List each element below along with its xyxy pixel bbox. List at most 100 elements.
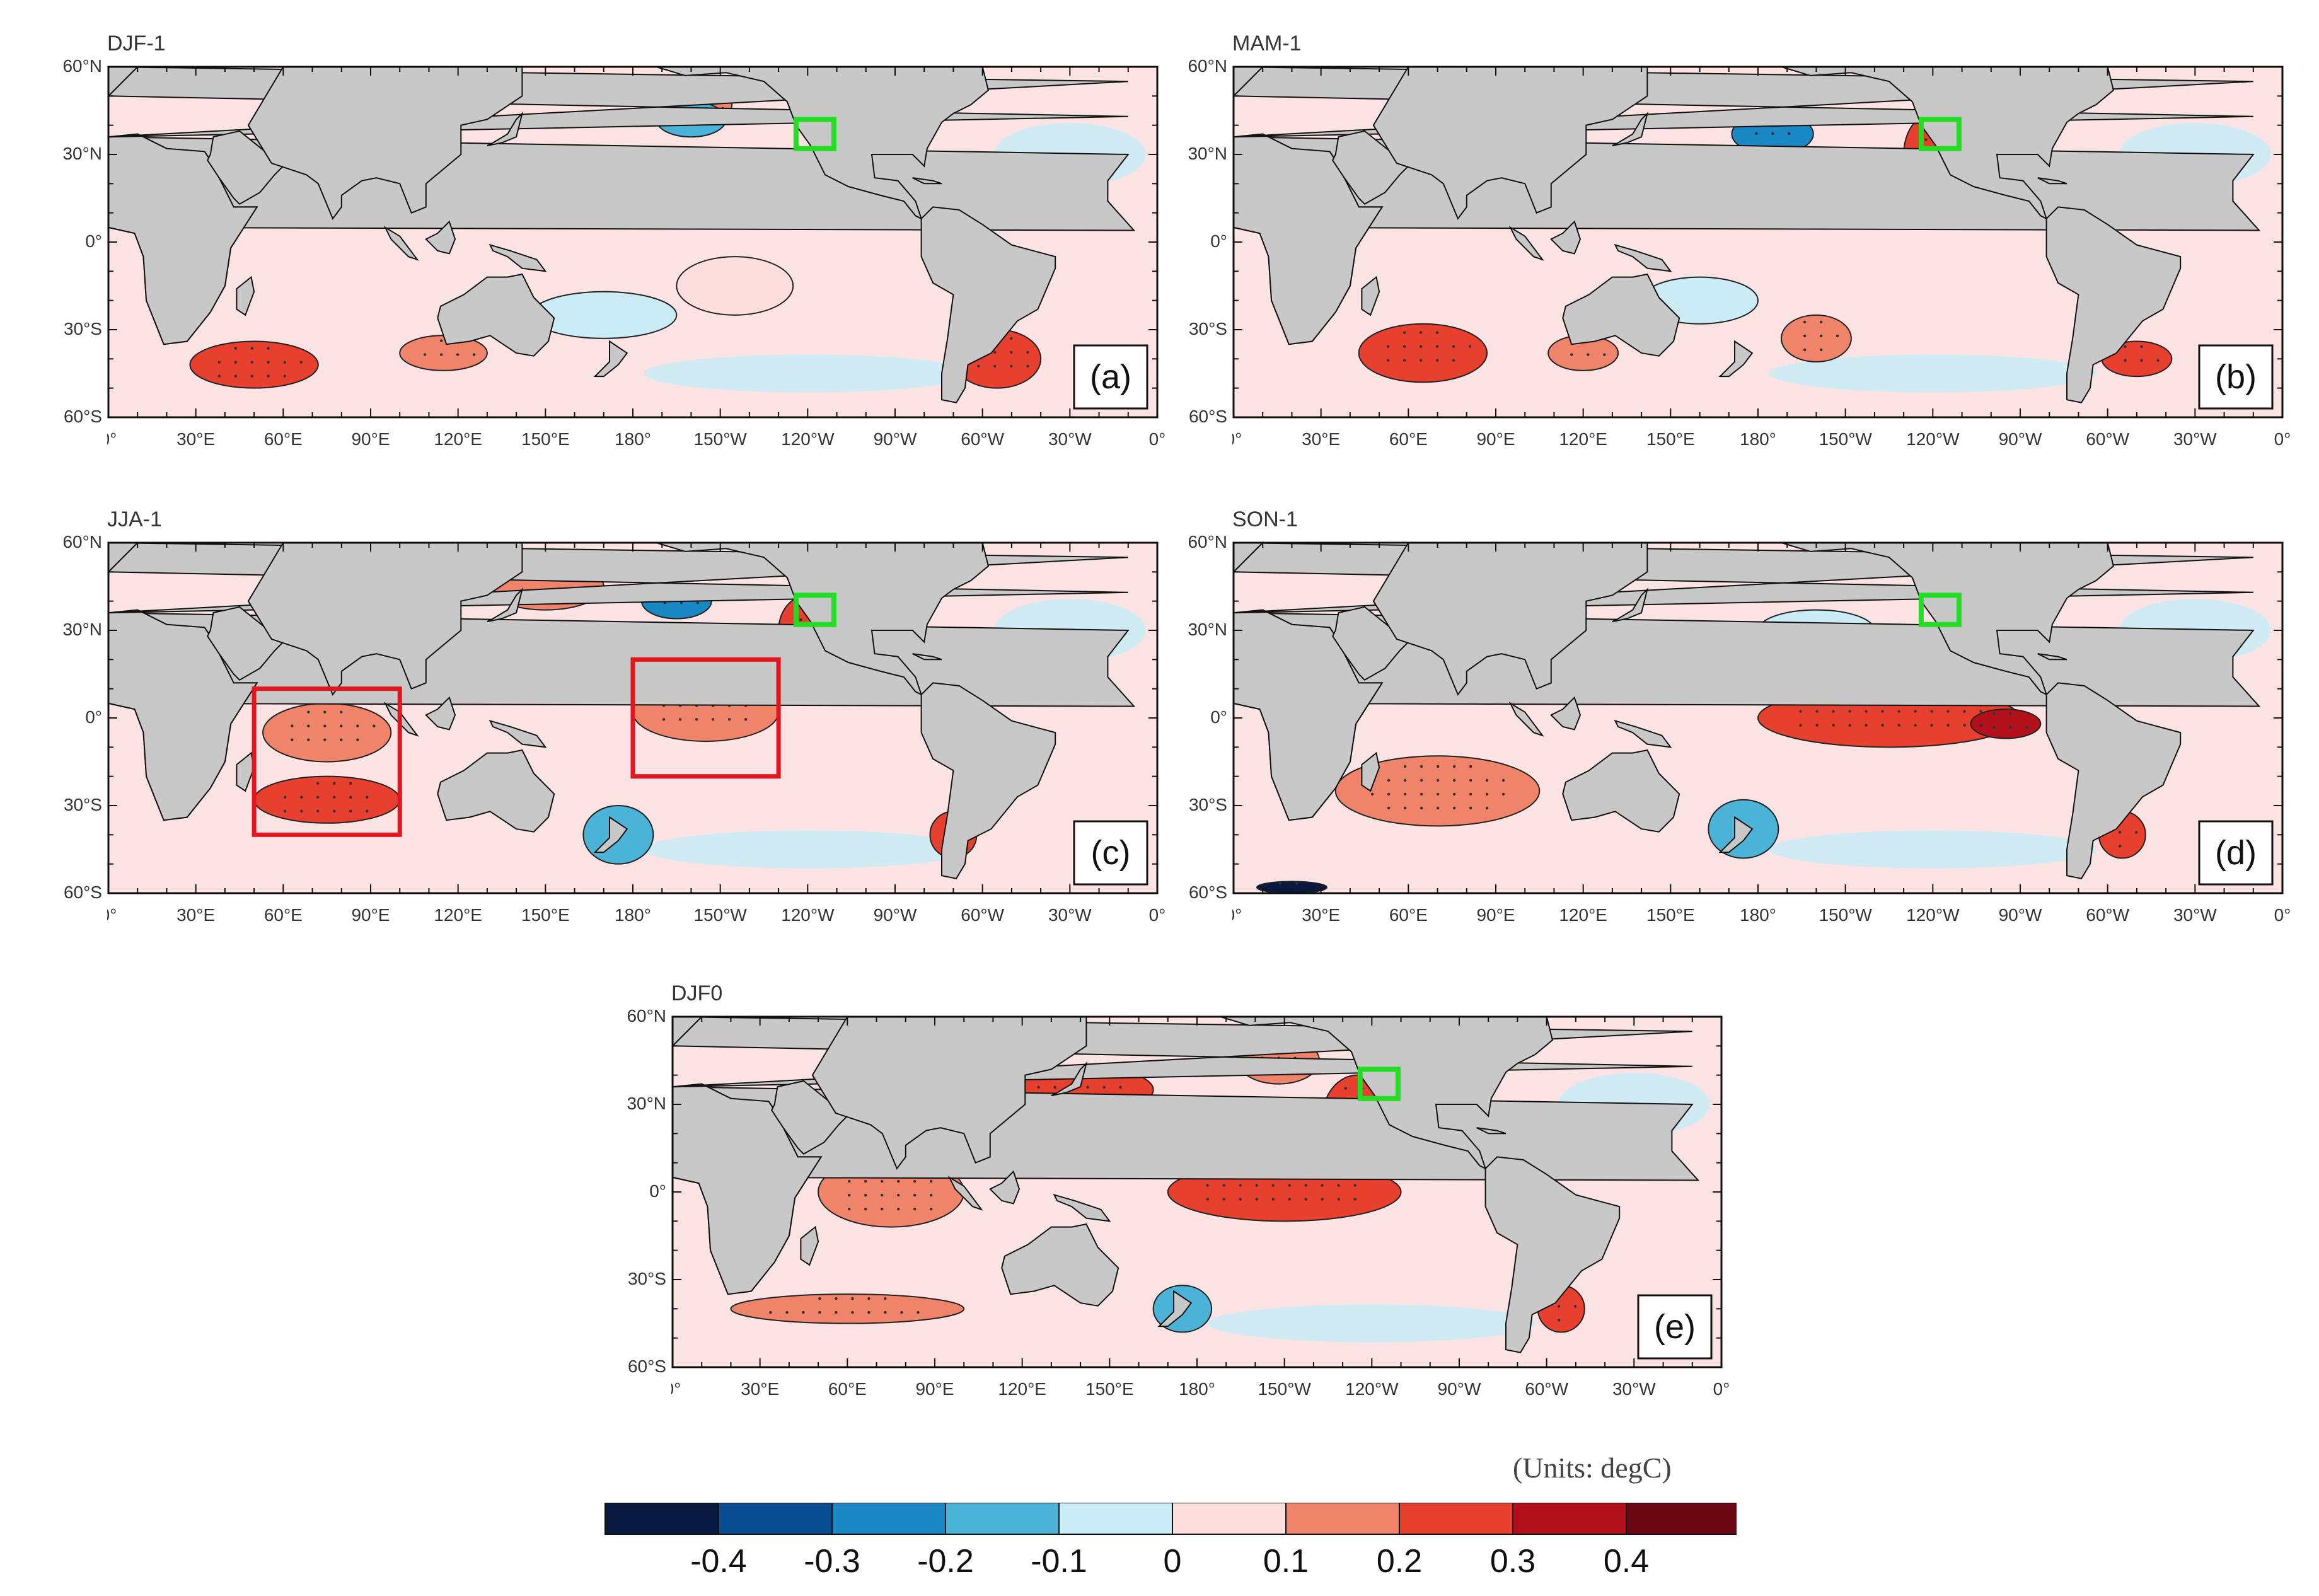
stipple-dot (284, 809, 287, 812)
stipple-dot (977, 364, 980, 368)
lon-tick-label: 0° (107, 905, 117, 925)
colorbar-swatch (1512, 1503, 1627, 1535)
lon-tick-label: 90°W (874, 905, 917, 925)
stipple-dot (1946, 724, 1950, 727)
land-cuba-caribbean (2037, 653, 2067, 661)
green-box (1357, 1067, 1401, 1101)
stipple-dot (881, 1207, 884, 1211)
land-africa-wrap (108, 133, 258, 345)
lon-tick-label: 150°W (693, 429, 747, 449)
panel-title: DJF-1 (107, 32, 166, 55)
stipple-dot (1402, 331, 1406, 334)
stipple-dot (1321, 1198, 1324, 1201)
map-plot: 0° 30°E 60°E 90°E 120°E 150°E 180° 150°W 120°W 90… (1232, 541, 2291, 925)
stipple-dot (1930, 724, 1933, 727)
stipple-dot (323, 724, 327, 727)
stipple-dot (897, 1193, 900, 1197)
stipple-dot (1344, 1087, 1348, 1090)
stipple-dot (1452, 806, 1456, 810)
stipple-dot (897, 1207, 900, 1211)
land-north-america (656, 67, 990, 220)
colorbar-tick-label: 0.1 (1263, 1543, 1309, 1578)
stipple-dot (1992, 726, 1996, 729)
land-cuba-caribbean (912, 653, 942, 661)
stipple-dot (1321, 1184, 1324, 1187)
land-australia (437, 273, 555, 357)
stipple-dot (1295, 882, 1298, 885)
stipple-dot (1469, 778, 1472, 782)
stipple-dot (864, 1179, 867, 1183)
lat-tick-label: 60°N (627, 1006, 666, 1026)
colorbar: -0.4 -0.3 -0.2 -0.1 0 0.1 0.2 0.3 0.4 (604, 1503, 1737, 1578)
land-japan (1612, 587, 1649, 623)
map-plot: 0° 30°E 60°E 90°E 120°E 150°E 180° 150°W 120°W 90… (107, 541, 1165, 925)
lon-tick-label: 120°W (781, 429, 835, 449)
land-japan (487, 111, 524, 147)
stipple-dot (2124, 359, 2127, 362)
stipple-dot (1914, 710, 1917, 713)
stipple-dot (864, 1207, 867, 1211)
red-box (630, 657, 781, 779)
land-north-america (1220, 1017, 1554, 1170)
stipple-dot (2118, 831, 2122, 834)
lon-tick-label: 90°E (1476, 429, 1515, 449)
stipple-dot (1387, 778, 1391, 782)
stipple-dot (1370, 792, 1374, 796)
stipple-dot (267, 374, 270, 378)
lon-tick-label: 30°E (741, 1379, 779, 1399)
lon-tick-label: 0° (1232, 905, 1242, 925)
stipple-dot (1010, 337, 1013, 340)
anomaly-region (1358, 323, 1488, 383)
land-australia (1562, 273, 1680, 357)
land-india (1372, 67, 1648, 220)
colorbar-swatch (1626, 1503, 1737, 1535)
stipple-dot (1848, 724, 1851, 727)
stipple-dot (1452, 345, 1455, 348)
cool-band (644, 354, 972, 393)
lat-tick-label: 0° (85, 707, 102, 727)
stipple-dot (2025, 726, 2028, 729)
panel-label-box (1073, 344, 1148, 410)
stipple-dot (1848, 710, 1851, 713)
stipple-dot (250, 374, 253, 378)
cool-band (644, 830, 972, 869)
anomaly-region (399, 335, 488, 371)
stipple-dot (1469, 765, 1472, 768)
lat-tick-label: 30°N (627, 1094, 666, 1113)
land-japan (1612, 111, 1649, 147)
lat-tick-label: 0° (1210, 707, 1227, 727)
stipple-dot (1557, 1319, 1561, 1322)
stipple-dot (930, 1207, 933, 1211)
anomaly-region (1334, 755, 1541, 827)
land-south-america (2045, 682, 2182, 879)
land-borneo (425, 220, 456, 255)
stipple-dot (1452, 778, 1456, 782)
land-europe-asia-wrap (1234, 543, 1759, 613)
stipple-dot (267, 347, 270, 350)
lon-tick-label: 120°W (1906, 905, 1960, 925)
panel-label-box (1073, 820, 1148, 886)
map-area (108, 67, 1157, 417)
lat-tick-label: 60°N (1188, 56, 1227, 76)
tick-marks (1233, 66, 2283, 418)
land-middle-east-india (1332, 130, 1409, 205)
stipple-dot (1771, 132, 1774, 136)
stipple-dot (678, 718, 682, 721)
stipple-dot (881, 1193, 884, 1197)
stipple-dot (1026, 364, 1029, 368)
stipple-dot (930, 1193, 933, 1197)
lon-tick-label: 0° (1232, 429, 1242, 449)
stipple-dot (1419, 359, 1423, 362)
land-new-zealand (1157, 1290, 1193, 1327)
colorbar-swatch (604, 1503, 719, 1535)
tick-marks (672, 1016, 1722, 1368)
stipple-dot (1452, 765, 1456, 768)
stipple-dot (1420, 792, 1423, 796)
stipple-dot (2124, 345, 2127, 349)
panel-c: JJA-1 0° 30°E 60°E 90°E 120°E 150°E 180° 150°W 1… (62, 507, 1166, 961)
lon-tick-label: 120°W (781, 905, 835, 925)
stipple-dot (1865, 710, 1868, 713)
stipple-dot (291, 738, 294, 741)
cool-band (1769, 830, 2097, 869)
land-madagascar (1361, 275, 1380, 316)
